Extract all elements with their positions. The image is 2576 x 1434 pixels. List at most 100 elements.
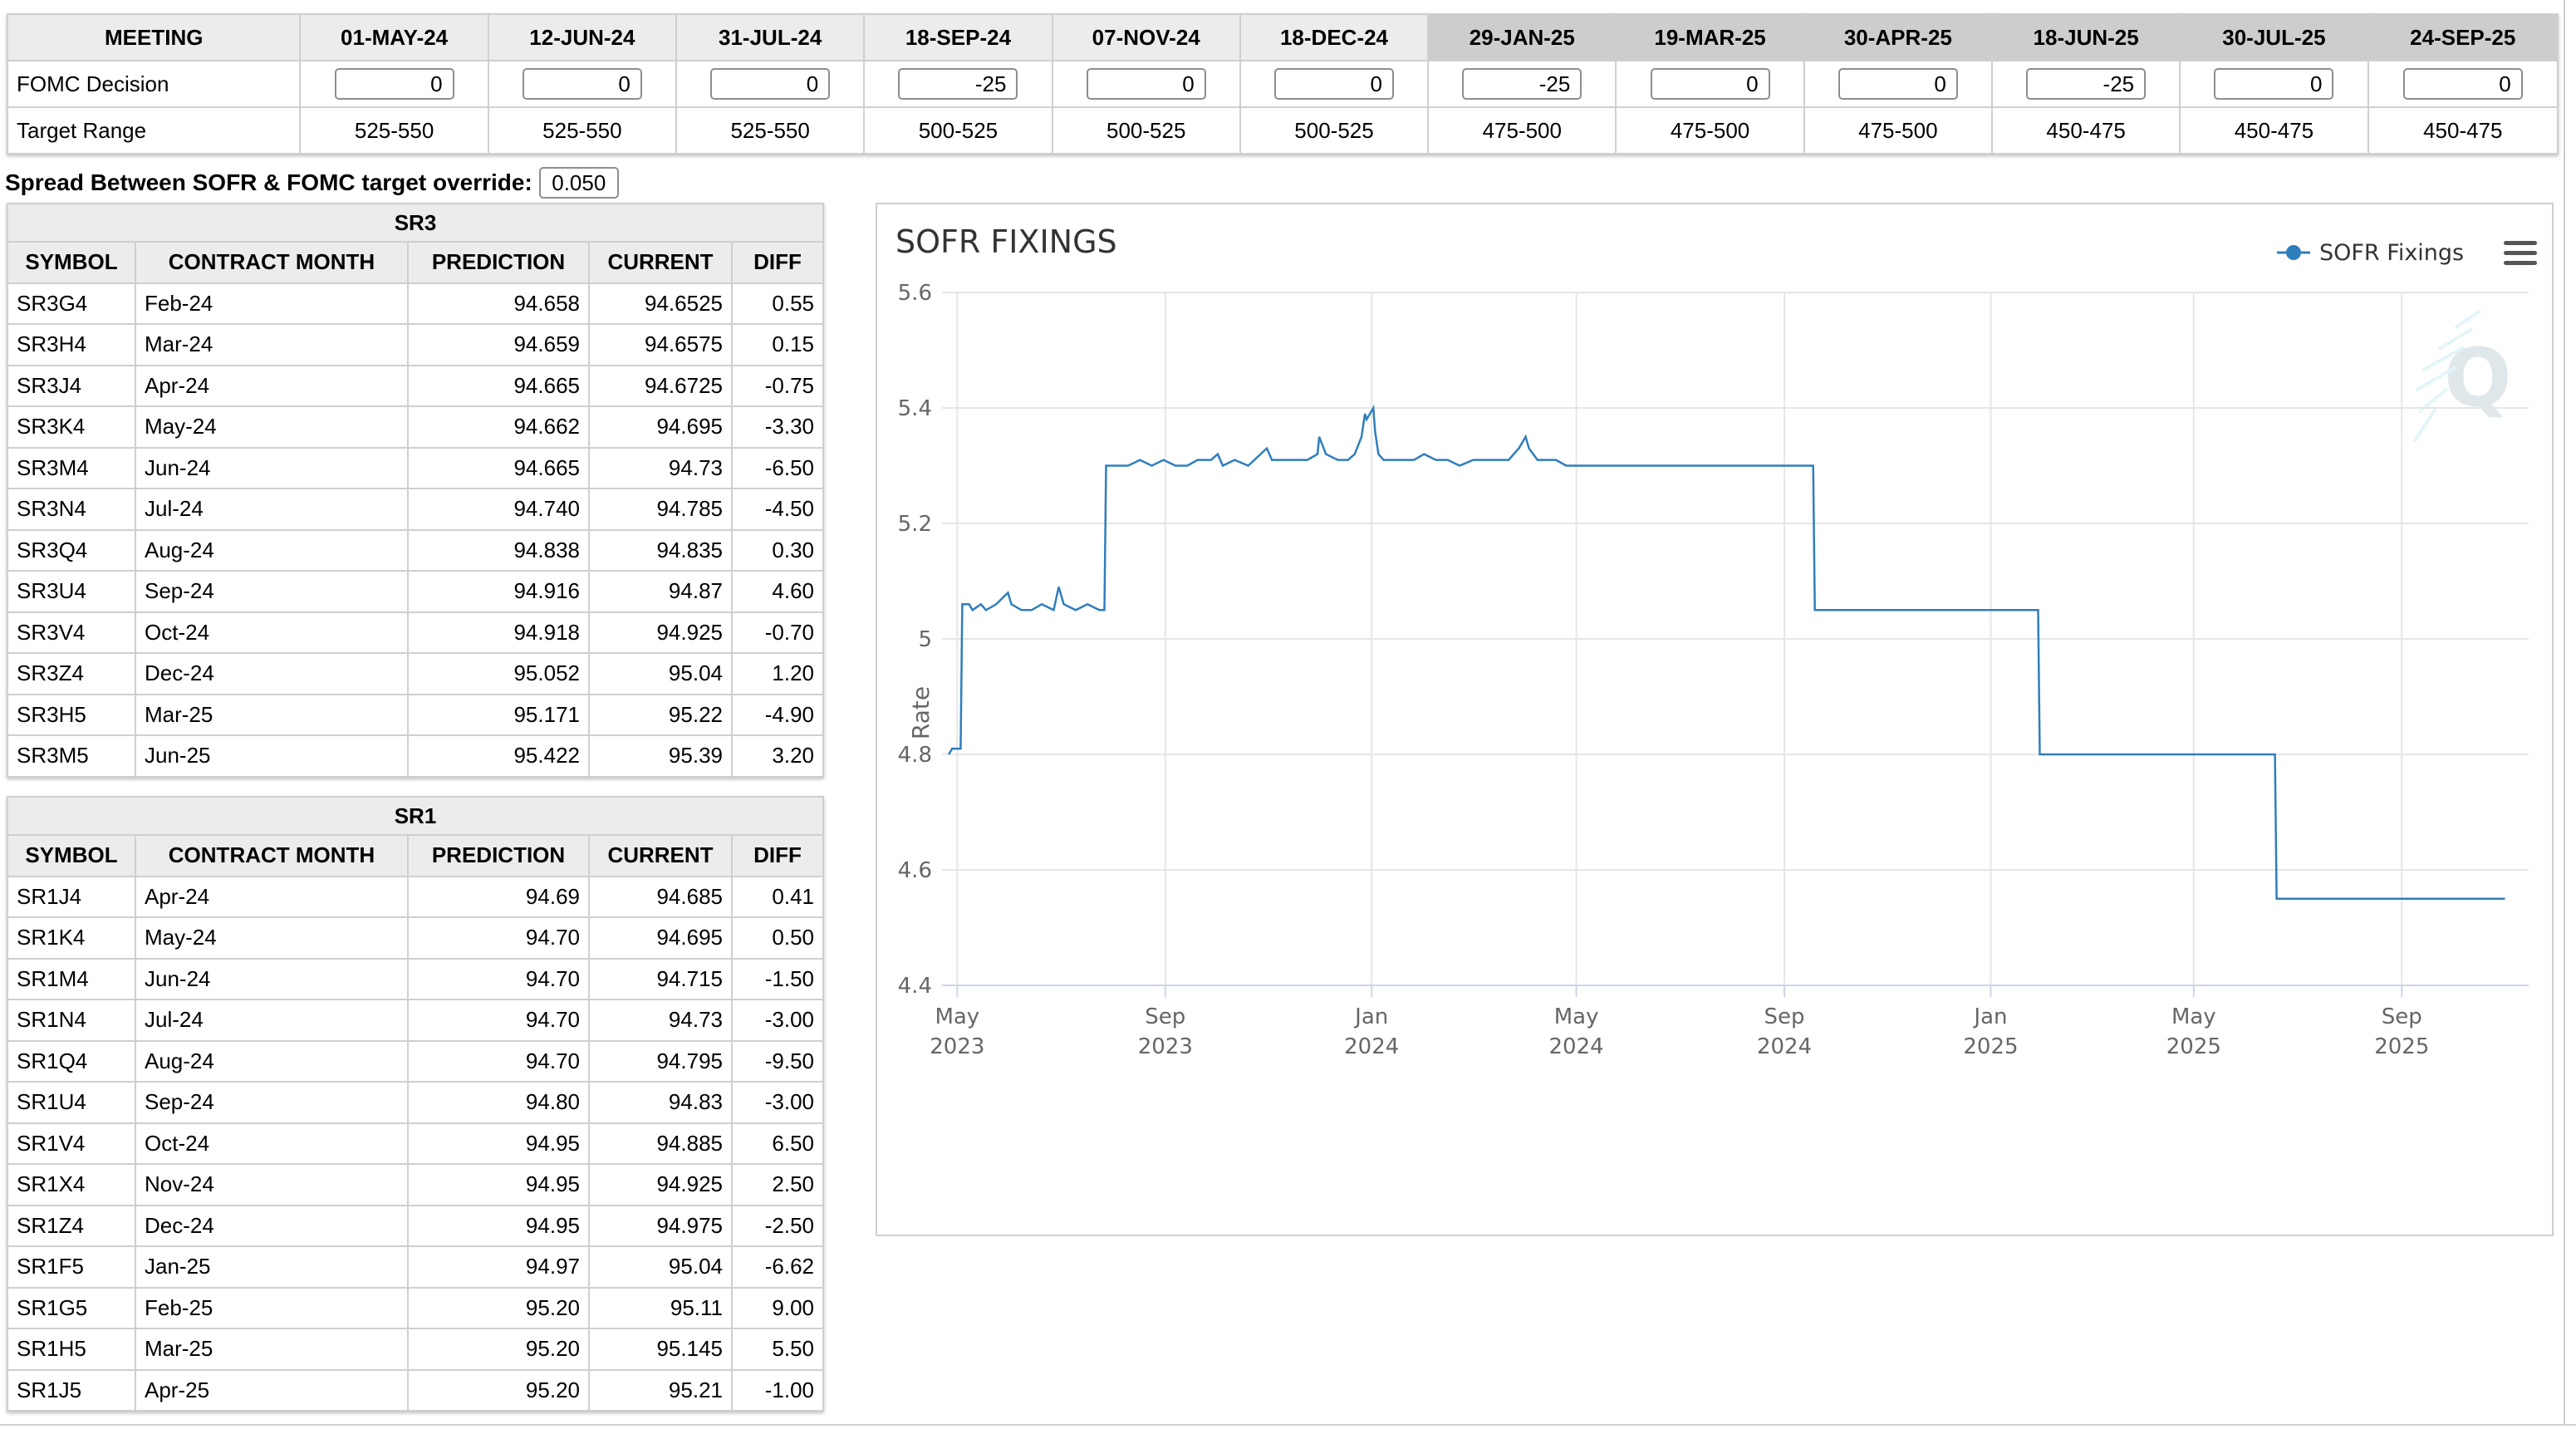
contract-month-cell: Feb-25: [135, 1286, 409, 1329]
symbol-cell: SR1Q4: [7, 1039, 136, 1083]
table-row: SR3H5 Mar-25 95.171 95.22 -4.90: [7, 693, 824, 736]
chart-grid: [942, 292, 2529, 986]
meeting-date-30-jul-25: 30-JUL-25: [2179, 13, 2369, 61]
diff-cell: 0.50: [731, 916, 824, 960]
contract-month-cell: Jan-25: [135, 1245, 409, 1289]
fomc-decision-row: FOMC Decision: [6, 60, 2559, 108]
fomc-decision-cell: [863, 60, 1053, 108]
sr3-title-row: SR3: [7, 203, 824, 243]
x-tick-year-label: 2025: [2374, 1034, 2429, 1059]
table-row: SR3M4 Jun-24 94.665 94.73 -6.50: [7, 446, 824, 489]
fomc-decision-input[interactable]: [522, 68, 642, 100]
diff-cell: 9.00: [731, 1286, 824, 1329]
current-cell: 95.22: [588, 693, 733, 736]
current-cell: 95.11: [588, 1286, 733, 1329]
fomc-decision-input[interactable]: [1462, 68, 1582, 100]
target-range-cell: 450-475: [1990, 106, 2181, 155]
table-row: SR3M5 Jun-25 95.422 95.39 3.20: [7, 734, 824, 778]
diff-cell: 2.50: [731, 1163, 824, 1206]
table-row: SR1V4 Oct-24 94.95 94.885 6.50: [7, 1122, 824, 1165]
legend-label: SOFR Fixings: [2319, 240, 2464, 266]
spread-input[interactable]: [538, 167, 619, 199]
y-tick-label: 5.6: [898, 281, 932, 306]
fomc-decision-input[interactable]: [1086, 68, 1206, 100]
current-cell: 95.21: [588, 1368, 733, 1412]
fomc-decision-cell: [299, 60, 489, 108]
contract-month-cell: Mar-25: [135, 1328, 409, 1371]
x-tick-month-label: Jan: [1972, 1004, 2007, 1029]
symbol-cell: SR1J5: [7, 1368, 136, 1412]
target-range-cell: 525-550: [487, 106, 678, 155]
table-row: SR1M4 Jun-24 94.70 94.715 -1.50: [7, 957, 824, 1000]
sofr-fixings-series-line[interactable]: [948, 404, 2505, 901]
fomc-decision-input[interactable]: [334, 68, 454, 100]
fomc-decision-input[interactable]: [2026, 68, 2147, 100]
target-range-row: Target Range 525-550 525-550 525-550 500-52…: [6, 106, 2559, 155]
fomc-decision-input[interactable]: [2214, 68, 2334, 100]
prediction-cell: 94.665: [407, 446, 590, 489]
symbol-cell: SR1G5: [7, 1286, 136, 1329]
chart-legend[interactable]: SOFR Fixings: [2277, 240, 2464, 266]
diff-cell: 5.50: [731, 1328, 824, 1371]
contract-month-cell: Sep-24: [135, 1081, 409, 1124]
y-tick-label: 5.4: [898, 396, 932, 421]
symbol-cell: SR1M4: [7, 957, 136, 1000]
diff-cell: 0.15: [731, 323, 824, 366]
x-tick-month-label: May: [2171, 1004, 2216, 1029]
spread-label: Spread Between SOFR & FOMC target overri…: [5, 169, 532, 195]
contract-month-cell: Dec-24: [135, 1204, 409, 1247]
x-tick-year-label: 2024: [1344, 1034, 1399, 1059]
current-cell: 94.925: [588, 1163, 733, 1206]
fomc-decision-input[interactable]: [898, 68, 1018, 100]
chart-menu-icon[interactable]: [2497, 236, 2544, 276]
current-cell: 94.975: [588, 1204, 733, 1247]
prediction-cell: 94.659: [407, 323, 590, 366]
target-range-cell: 450-475: [2179, 106, 2369, 155]
meeting-date-01-may-24: 01-MAY-24: [299, 13, 489, 61]
x-tick-month-label: Jan: [1353, 1004, 1388, 1029]
fomc-decision-input[interactable]: [710, 68, 831, 100]
symbol-cell: SR1X4: [7, 1163, 136, 1206]
prediction-cell: 94.70: [407, 1039, 590, 1083]
fomc-decision-cell: [2367, 60, 2559, 108]
symbol-cell: SR1N4: [7, 999, 136, 1042]
diff-cell: -6.50: [731, 446, 824, 489]
spread-override: Spread Between SOFR & FOMC target overri…: [5, 165, 619, 201]
x-tick-month-label: May: [1554, 1004, 1599, 1029]
table-row: SR1U4 Sep-24 94.80 94.83 -3.00: [7, 1081, 824, 1124]
contract-month-cell: Nov-24: [135, 1163, 409, 1206]
table-row: SR3Q4 Aug-24 94.838 94.835 0.30: [7, 528, 824, 572]
table-row: SR1F5 Jan-25 94.97 95.04 -6.62: [7, 1245, 824, 1289]
diff-cell: -2.50: [731, 1204, 824, 1247]
symbol-cell: SR1F5: [7, 1245, 136, 1289]
contract-month-cell: Oct-24: [135, 611, 409, 654]
prediction-cell: 94.740: [407, 488, 590, 531]
prediction-header: PREDICTION: [407, 834, 590, 877]
sr3-contracts-table: SR3 SYMBOL CONTRACT MONTH PREDICTION CURREN…: [7, 203, 824, 778]
symbol-cell: SR3M5: [7, 734, 136, 778]
table-row: SR1N4 Jul-24 94.70 94.73 -3.00: [7, 999, 824, 1042]
table-row: SR1G5 Feb-25 95.20 95.11 9.00: [7, 1286, 824, 1329]
prediction-cell: 94.838: [407, 528, 590, 572]
diff-cell: 0.30: [731, 528, 824, 572]
current-cell: 95.04: [588, 1245, 733, 1289]
meeting-date-30-apr-25: 30-APR-25: [1803, 13, 1993, 61]
contract-month-cell: May-24: [135, 405, 409, 449]
fomc-decision-input[interactable]: [2402, 68, 2523, 100]
x-axis: May 2023 Sep 2023 Jan 2024 May 2024 Sep 2024 Jan 20…: [930, 985, 2529, 1059]
fomc-meeting-table: MEETING 01-MAY-24 12-JUN-24 31-JUL-24 18-SE…: [6, 13, 2559, 155]
current-cell: 94.695: [588, 916, 733, 960]
chart-canvas: SOFR FIXINGS SOFR Fixings Q Rate 4.44.64…: [895, 223, 2544, 1059]
sr1-table-title: SR1: [7, 796, 824, 836]
y-tick-label: 5.2: [898, 512, 932, 537]
meeting-date-07-nov-24: 07-NOV-24: [1051, 13, 1241, 61]
fomc-decision-input[interactable]: [1838, 68, 1958, 100]
fomc-decision-input[interactable]: [1274, 68, 1394, 100]
target-range-cell: 500-525: [1239, 106, 1430, 155]
right-divider: [2564, 0, 2565, 1426]
fomc-decision-input[interactable]: [1650, 68, 1770, 100]
meeting-date-18-jun-25: 18-JUN-25: [1990, 13, 2181, 61]
diff-cell: -4.90: [731, 693, 824, 736]
diff-cell: -1.50: [731, 957, 824, 1000]
contract-month-cell: Aug-24: [135, 1039, 409, 1083]
